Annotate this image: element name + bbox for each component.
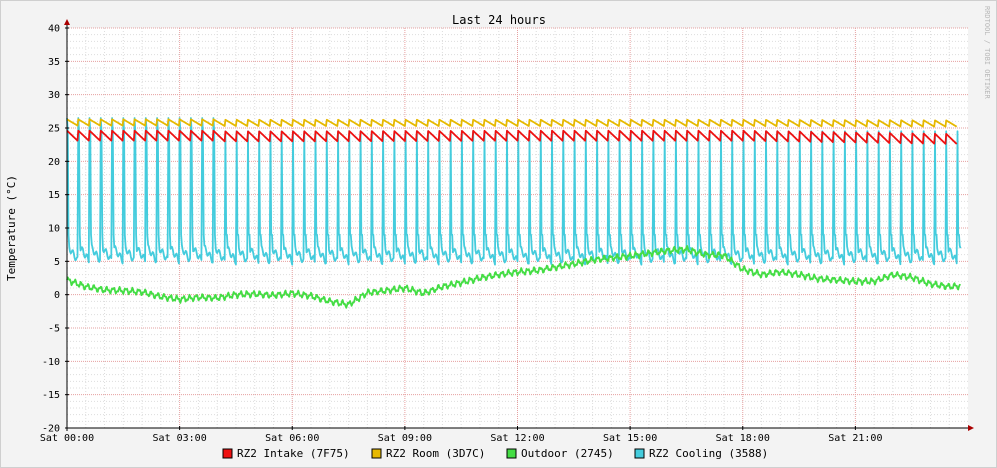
x-tick-label: Sat 00:00 [40, 433, 94, 444]
x-tick-label: Sat 21:00 [828, 433, 882, 444]
x-tick-label: Sat 06:00 [265, 433, 319, 444]
y-tick-label: 5 [54, 257, 60, 268]
chart-title: Last 24 hours [452, 13, 546, 27]
y-tick-label: -15 [42, 390, 60, 401]
y-tick-label: 15 [48, 190, 60, 201]
watermark: RRDTOOL / TOBI OETIKER [983, 6, 991, 100]
x-tick-label: Sat 12:00 [490, 433, 544, 444]
x-tick-label: Sat 15:00 [603, 433, 657, 444]
y-tick-label: -10 [42, 357, 60, 368]
legend-swatch [372, 449, 381, 458]
y-tick-label: 40 [48, 24, 60, 35]
y-tick-label: 10 [48, 224, 60, 235]
legend-swatch [507, 449, 516, 458]
y-axis-label: Temperature (°C) [5, 175, 18, 281]
y-tick-label: 20 [48, 157, 60, 168]
x-tick-label: Sat 18:00 [716, 433, 770, 444]
x-tick-label: Sat 09:00 [378, 433, 432, 444]
y-tick-label: 30 [48, 90, 60, 101]
legend-label: RZ2 Room (3D7C) [386, 447, 485, 460]
legend-swatch [635, 449, 644, 458]
legend-label: RZ2 Intake (7F75) [237, 447, 350, 460]
legend-label: Outdoor (2745) [521, 447, 614, 460]
legend-swatch [223, 449, 232, 458]
legend-label: RZ2 Cooling (3588) [649, 447, 768, 460]
x-tick-label: Sat 03:00 [153, 433, 207, 444]
y-tick-label: 35 [48, 57, 60, 68]
y-tick-label: -5 [48, 324, 60, 335]
y-tick-label: 0 [54, 290, 60, 301]
y-tick-label: 25 [48, 124, 60, 135]
